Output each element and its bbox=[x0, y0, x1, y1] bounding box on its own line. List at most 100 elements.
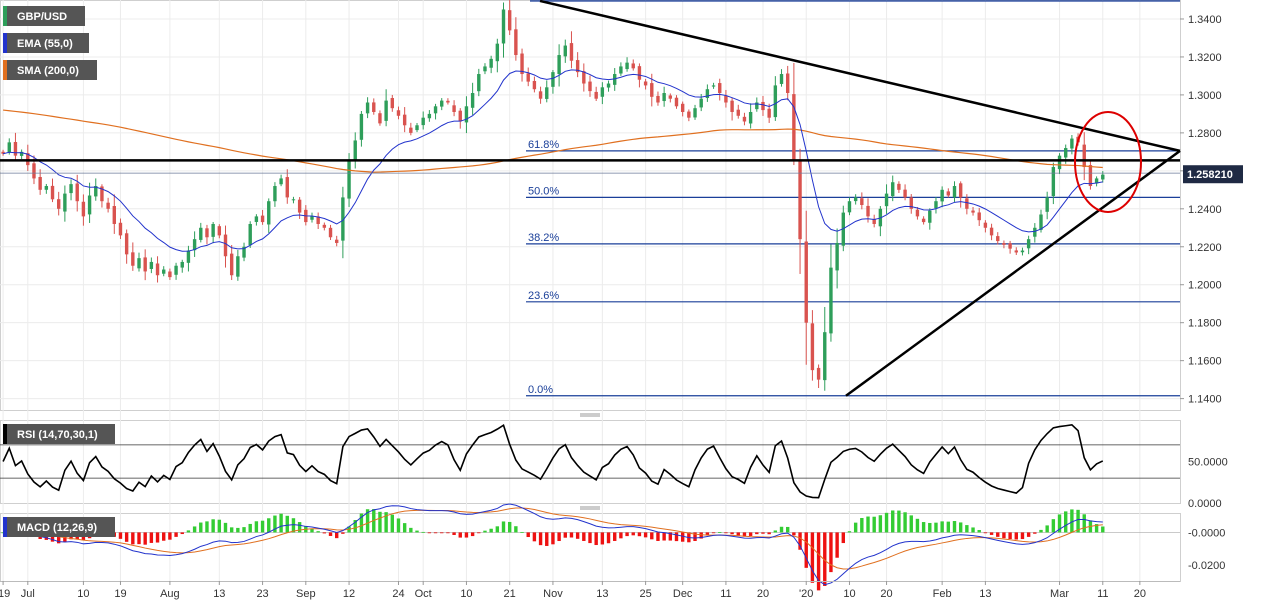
candle-body bbox=[1051, 167, 1056, 197]
x-tick-label: 11 bbox=[1097, 588, 1108, 600]
candle-body bbox=[1064, 148, 1068, 158]
candle-body bbox=[155, 263, 160, 276]
candle-body bbox=[149, 261, 154, 269]
legend-rsi[interactable]: RSI (14,70,30,1) bbox=[3, 424, 115, 444]
candle-body bbox=[742, 116, 747, 122]
macd-histogram-bar bbox=[619, 532, 623, 539]
candle-body bbox=[205, 228, 209, 238]
macd-histogram-bar bbox=[662, 532, 666, 541]
macd-histogram-bar bbox=[946, 521, 951, 533]
macd-histogram-bar bbox=[514, 526, 518, 533]
candle-body bbox=[1070, 138, 1074, 149]
candle-body bbox=[761, 101, 765, 111]
candle-body bbox=[668, 95, 673, 99]
macd-histogram-bar bbox=[977, 530, 981, 533]
y-tick-label: 1.1400 bbox=[1188, 394, 1222, 406]
macd-histogram-bar bbox=[792, 532, 796, 536]
candle-body bbox=[359, 113, 364, 140]
macd-histogram-bar bbox=[625, 532, 629, 537]
macd-histogram-bar bbox=[396, 518, 401, 533]
macd-histogram-bar bbox=[853, 522, 858, 533]
candle-body bbox=[952, 186, 957, 198]
candle-body bbox=[779, 74, 784, 84]
candle-body bbox=[551, 72, 555, 87]
macd-histogram-bar bbox=[1064, 511, 1068, 533]
candle-body bbox=[582, 71, 586, 84]
macd-histogram-bar bbox=[273, 515, 277, 533]
x-tick-label: 10 bbox=[460, 588, 472, 600]
candle-body bbox=[600, 87, 605, 97]
macd-histogram-bar bbox=[989, 532, 994, 535]
candle-body bbox=[242, 246, 246, 258]
x-tick-label: Dec bbox=[673, 588, 693, 600]
candle-body bbox=[390, 98, 395, 109]
y-tick-label: 1.2000 bbox=[1188, 280, 1222, 292]
macd-histogram-bar bbox=[1101, 526, 1105, 533]
last-price-label: 1.258210 bbox=[1187, 169, 1233, 181]
candle-body bbox=[718, 83, 722, 94]
candle-body bbox=[977, 212, 981, 221]
y-tick-label: 1.3400 bbox=[1188, 14, 1222, 26]
fib-label: 38.2% bbox=[528, 232, 559, 244]
candle-body bbox=[650, 83, 654, 97]
legend-ema[interactable]: EMA (55,0) bbox=[3, 33, 89, 53]
macd-histogram-bar bbox=[297, 522, 302, 533]
macd-histogram-bar bbox=[656, 532, 660, 541]
candle-body bbox=[7, 142, 11, 153]
candle-body bbox=[248, 223, 252, 246]
candle-body bbox=[1094, 178, 1099, 184]
candle-body bbox=[236, 256, 240, 277]
candle-body bbox=[773, 85, 778, 118]
y-axis-bg bbox=[1181, 0, 1269, 606]
legend-macd[interactable]: MACD (12,26,9) bbox=[3, 517, 115, 537]
candle-body bbox=[328, 227, 333, 238]
macd-histogram-bar bbox=[50, 532, 55, 542]
candle-body bbox=[1039, 214, 1043, 230]
candle-body bbox=[56, 199, 61, 209]
macd-histogram-bar bbox=[693, 532, 697, 541]
candle-body bbox=[421, 117, 425, 126]
macd-histogram-bar bbox=[810, 532, 815, 583]
trendlines bbox=[0, 0, 1181, 397]
macd-histogram-bar bbox=[489, 528, 493, 533]
candle-body bbox=[965, 198, 969, 209]
candle-body bbox=[625, 62, 629, 70]
macd-histogram-bar bbox=[310, 528, 314, 533]
macd-histogram-bar bbox=[1008, 532, 1012, 540]
macd-histogram-bar bbox=[1020, 532, 1025, 540]
x-tick-label: 10 bbox=[843, 588, 855, 600]
candle-body bbox=[1045, 197, 1049, 212]
candle-body bbox=[563, 45, 567, 57]
candle-body bbox=[891, 182, 895, 197]
legend-sma[interactable]: SMA (200,0) bbox=[3, 60, 97, 80]
macd-histogram-bar bbox=[575, 532, 580, 539]
candle-body bbox=[106, 202, 110, 209]
candle-body bbox=[137, 258, 141, 269]
candle-body bbox=[755, 102, 759, 110]
candle-body bbox=[971, 210, 975, 213]
macd-histogram-bar bbox=[996, 532, 1000, 537]
macd-histogram-bar bbox=[551, 532, 555, 545]
ema-line bbox=[2, 69, 1103, 252]
macd-histogram-bar bbox=[285, 515, 289, 533]
x-tick-label: Sep bbox=[296, 588, 316, 600]
candle-body bbox=[619, 66, 623, 74]
candle-body bbox=[81, 201, 86, 217]
macd-histogram-bar bbox=[600, 532, 605, 545]
macd-histogram-bar bbox=[680, 532, 685, 542]
legends[interactable]: GBP/USD EMA (55,0) SMA (200,0) RSI (14,7… bbox=[3, 6, 115, 537]
candle-body bbox=[223, 234, 228, 257]
macd-histogram-bar bbox=[507, 521, 512, 533]
legend-symbol[interactable]: GBP/USD bbox=[3, 6, 85, 26]
macd-histogram-bar bbox=[452, 532, 456, 535]
x-tick-label: 19 bbox=[114, 588, 126, 600]
x-tick-label: 20 bbox=[1134, 588, 1146, 600]
candle-body bbox=[909, 197, 913, 209]
legend-symbol-label: GBP/USD bbox=[17, 11, 67, 23]
candle-body bbox=[631, 63, 635, 69]
y-tick-label: 1.1600 bbox=[1188, 356, 1222, 368]
macd-histogram-bar bbox=[755, 532, 759, 535]
candle-body bbox=[112, 206, 116, 224]
